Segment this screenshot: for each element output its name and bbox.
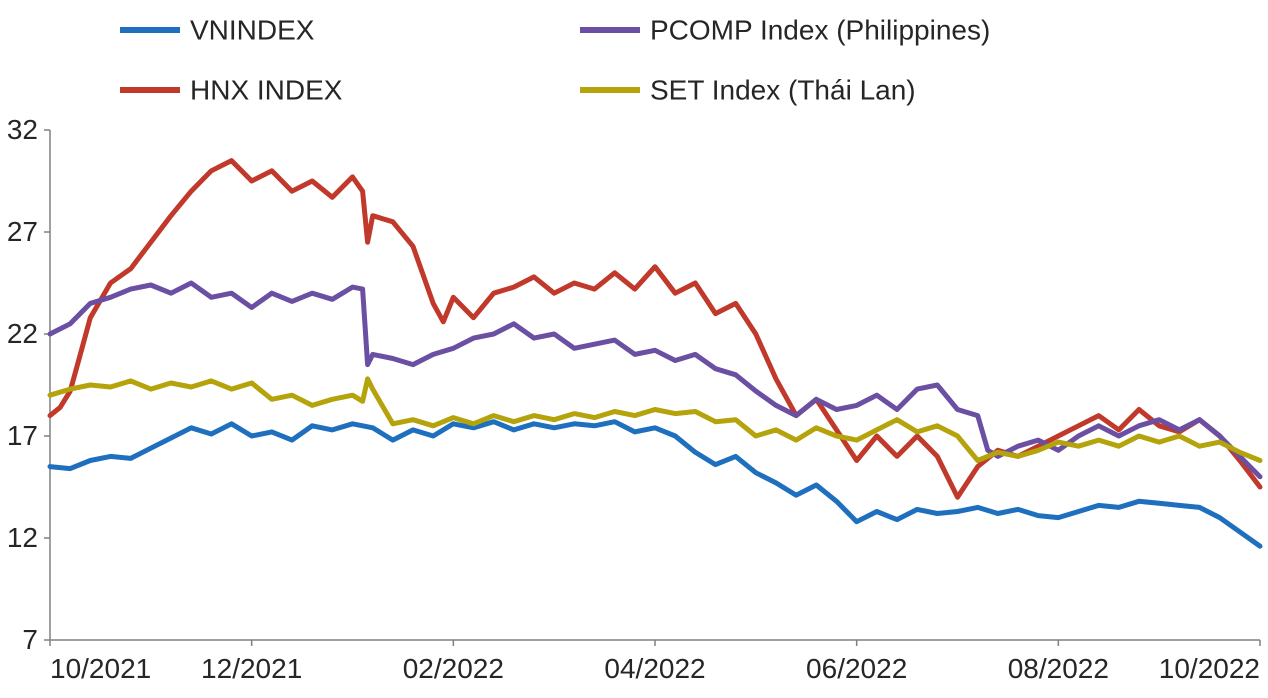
- x-tick-label: 12/2021: [201, 653, 302, 684]
- x-tick-label: 06/2022: [806, 653, 907, 684]
- x-tick-label: 08/2022: [1008, 653, 1109, 684]
- x-tick-label: 10/2021: [50, 653, 151, 684]
- x-tick-label: 10/2022: [1159, 653, 1260, 684]
- x-tick-label: 04/2022: [604, 653, 705, 684]
- y-tick-label: 12: [7, 522, 38, 553]
- legend-label: HNX INDEX: [190, 74, 343, 105]
- legend-label: VNINDEX: [190, 14, 315, 45]
- line-chart: 7 12 17 22 27 32 10/2021 12/2021 02/2022 04/2022 0…: [0, 0, 1268, 698]
- y-tick-label: 32: [7, 114, 38, 145]
- y-tick-label: 27: [7, 216, 38, 247]
- y-tick-label: 22: [7, 318, 38, 349]
- legend-label: PCOMP Index (Philippines): [650, 14, 990, 45]
- chart-container: 7 12 17 22 27 32 10/2021 12/2021 02/2022 04/2022 0…: [0, 0, 1268, 698]
- x-tick-label: 02/2022: [403, 653, 504, 684]
- y-tick-label: 7: [22, 624, 38, 655]
- y-tick-label: 17: [7, 420, 38, 451]
- legend-label: SET Index (Thái Lan): [650, 74, 916, 105]
